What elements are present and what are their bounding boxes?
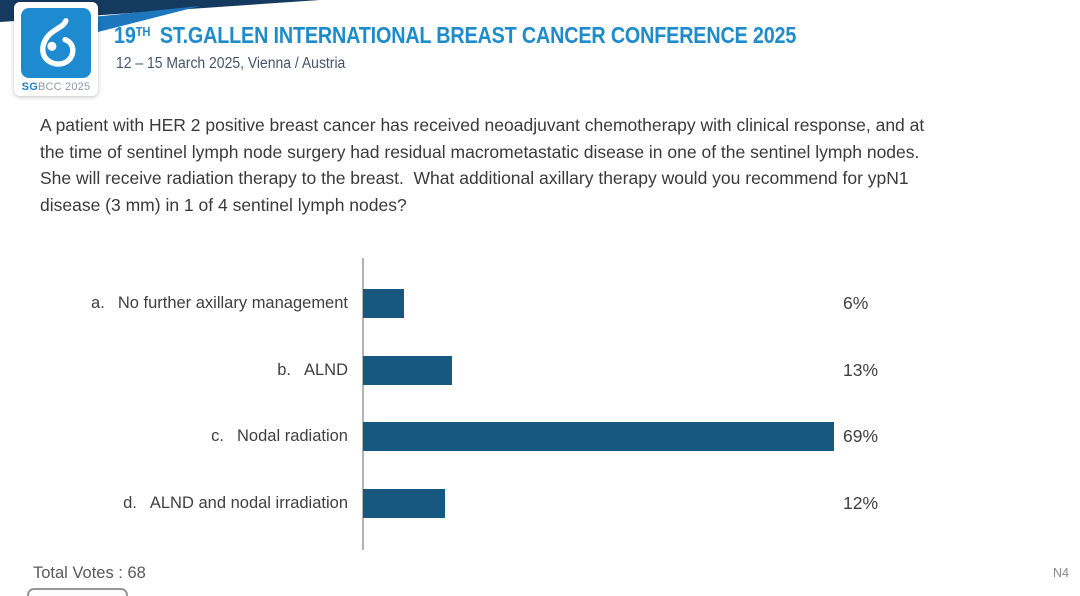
result-bar bbox=[363, 289, 404, 318]
header-title-block: 19TH ST.GALLEN INTERNATIONAL BREAST CANC… bbox=[114, 22, 907, 73]
chart-axis-line bbox=[362, 258, 364, 550]
total-votes-label: Total Votes : 68 bbox=[33, 564, 146, 582]
chart-row-d: d. ALND and nodal irradiation 12% bbox=[0, 470, 1080, 537]
title-text: ST.GALLEN INTERNATIONAL BREAST CANCER CO… bbox=[154, 22, 797, 48]
option-text: ALND bbox=[303, 361, 348, 379]
option-label: b. ALND bbox=[0, 337, 348, 404]
logo-badge-primary: SG bbox=[21, 81, 38, 93]
question-text: A patient with HER 2 positive breast can… bbox=[40, 115, 930, 215]
result-bar bbox=[363, 422, 835, 451]
logo-badge-secondary: BCC 2025 bbox=[37, 81, 91, 93]
sgbcc-breast-logo-icon bbox=[21, 8, 91, 78]
option-letter: d. bbox=[123, 494, 137, 512]
result-bar bbox=[363, 356, 452, 385]
option-label: a. No further axillary management bbox=[0, 270, 348, 337]
clipped-bottom-button[interactable] bbox=[27, 588, 128, 596]
title-ordinal: TH bbox=[135, 24, 151, 39]
option-letter: a. bbox=[91, 294, 105, 312]
result-percentage: 6% bbox=[843, 293, 869, 313]
slide-code: N4 bbox=[1053, 566, 1069, 580]
conference-logo: SGBCC 2025 bbox=[14, 2, 98, 96]
chart-row-a: a. No further axillary management 6% bbox=[0, 270, 1080, 337]
option-label: c. Nodal radiation bbox=[0, 403, 348, 470]
conference-subtitle: 12 – 15 March 2025, Vienna / Austria bbox=[116, 55, 346, 72]
conference-title: 19TH ST.GALLEN INTERNATIONAL BREAST CANC… bbox=[114, 22, 796, 49]
option-label: d. ALND and nodal irradiation bbox=[0, 470, 348, 537]
result-percentage: 13% bbox=[843, 360, 879, 380]
result-percentage: 69% bbox=[843, 426, 879, 446]
option-text: ALND and nodal irradiation bbox=[149, 494, 348, 512]
chart-row-c: c. Nodal radiation 69% bbox=[0, 403, 1080, 470]
logo-badge-text: SGBCC 2025 bbox=[22, 81, 91, 93]
option-letter: b. bbox=[277, 361, 291, 379]
option-text: Nodal radiation bbox=[237, 427, 348, 445]
option-letter: c. bbox=[211, 427, 224, 445]
result-percentage: 12% bbox=[843, 493, 879, 513]
option-text: No further axillary management bbox=[117, 294, 348, 312]
chart-row-b: b. ALND 13% bbox=[0, 337, 1080, 404]
result-bar bbox=[363, 489, 445, 518]
title-number: 19 bbox=[114, 22, 136, 48]
